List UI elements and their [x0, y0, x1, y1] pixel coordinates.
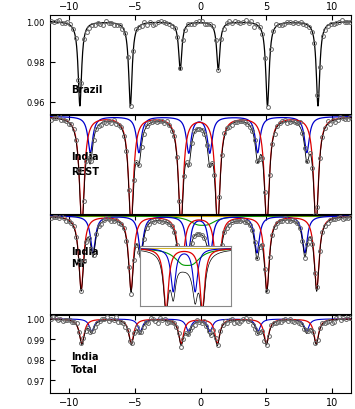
Text: Brazil: Brazil: [71, 85, 102, 95]
Text: REST: REST: [71, 167, 99, 177]
Text: India: India: [71, 247, 98, 257]
Text: MF: MF: [71, 258, 87, 269]
Text: India: India: [71, 351, 98, 361]
Text: India: India: [71, 152, 98, 162]
Text: Total: Total: [71, 364, 98, 374]
